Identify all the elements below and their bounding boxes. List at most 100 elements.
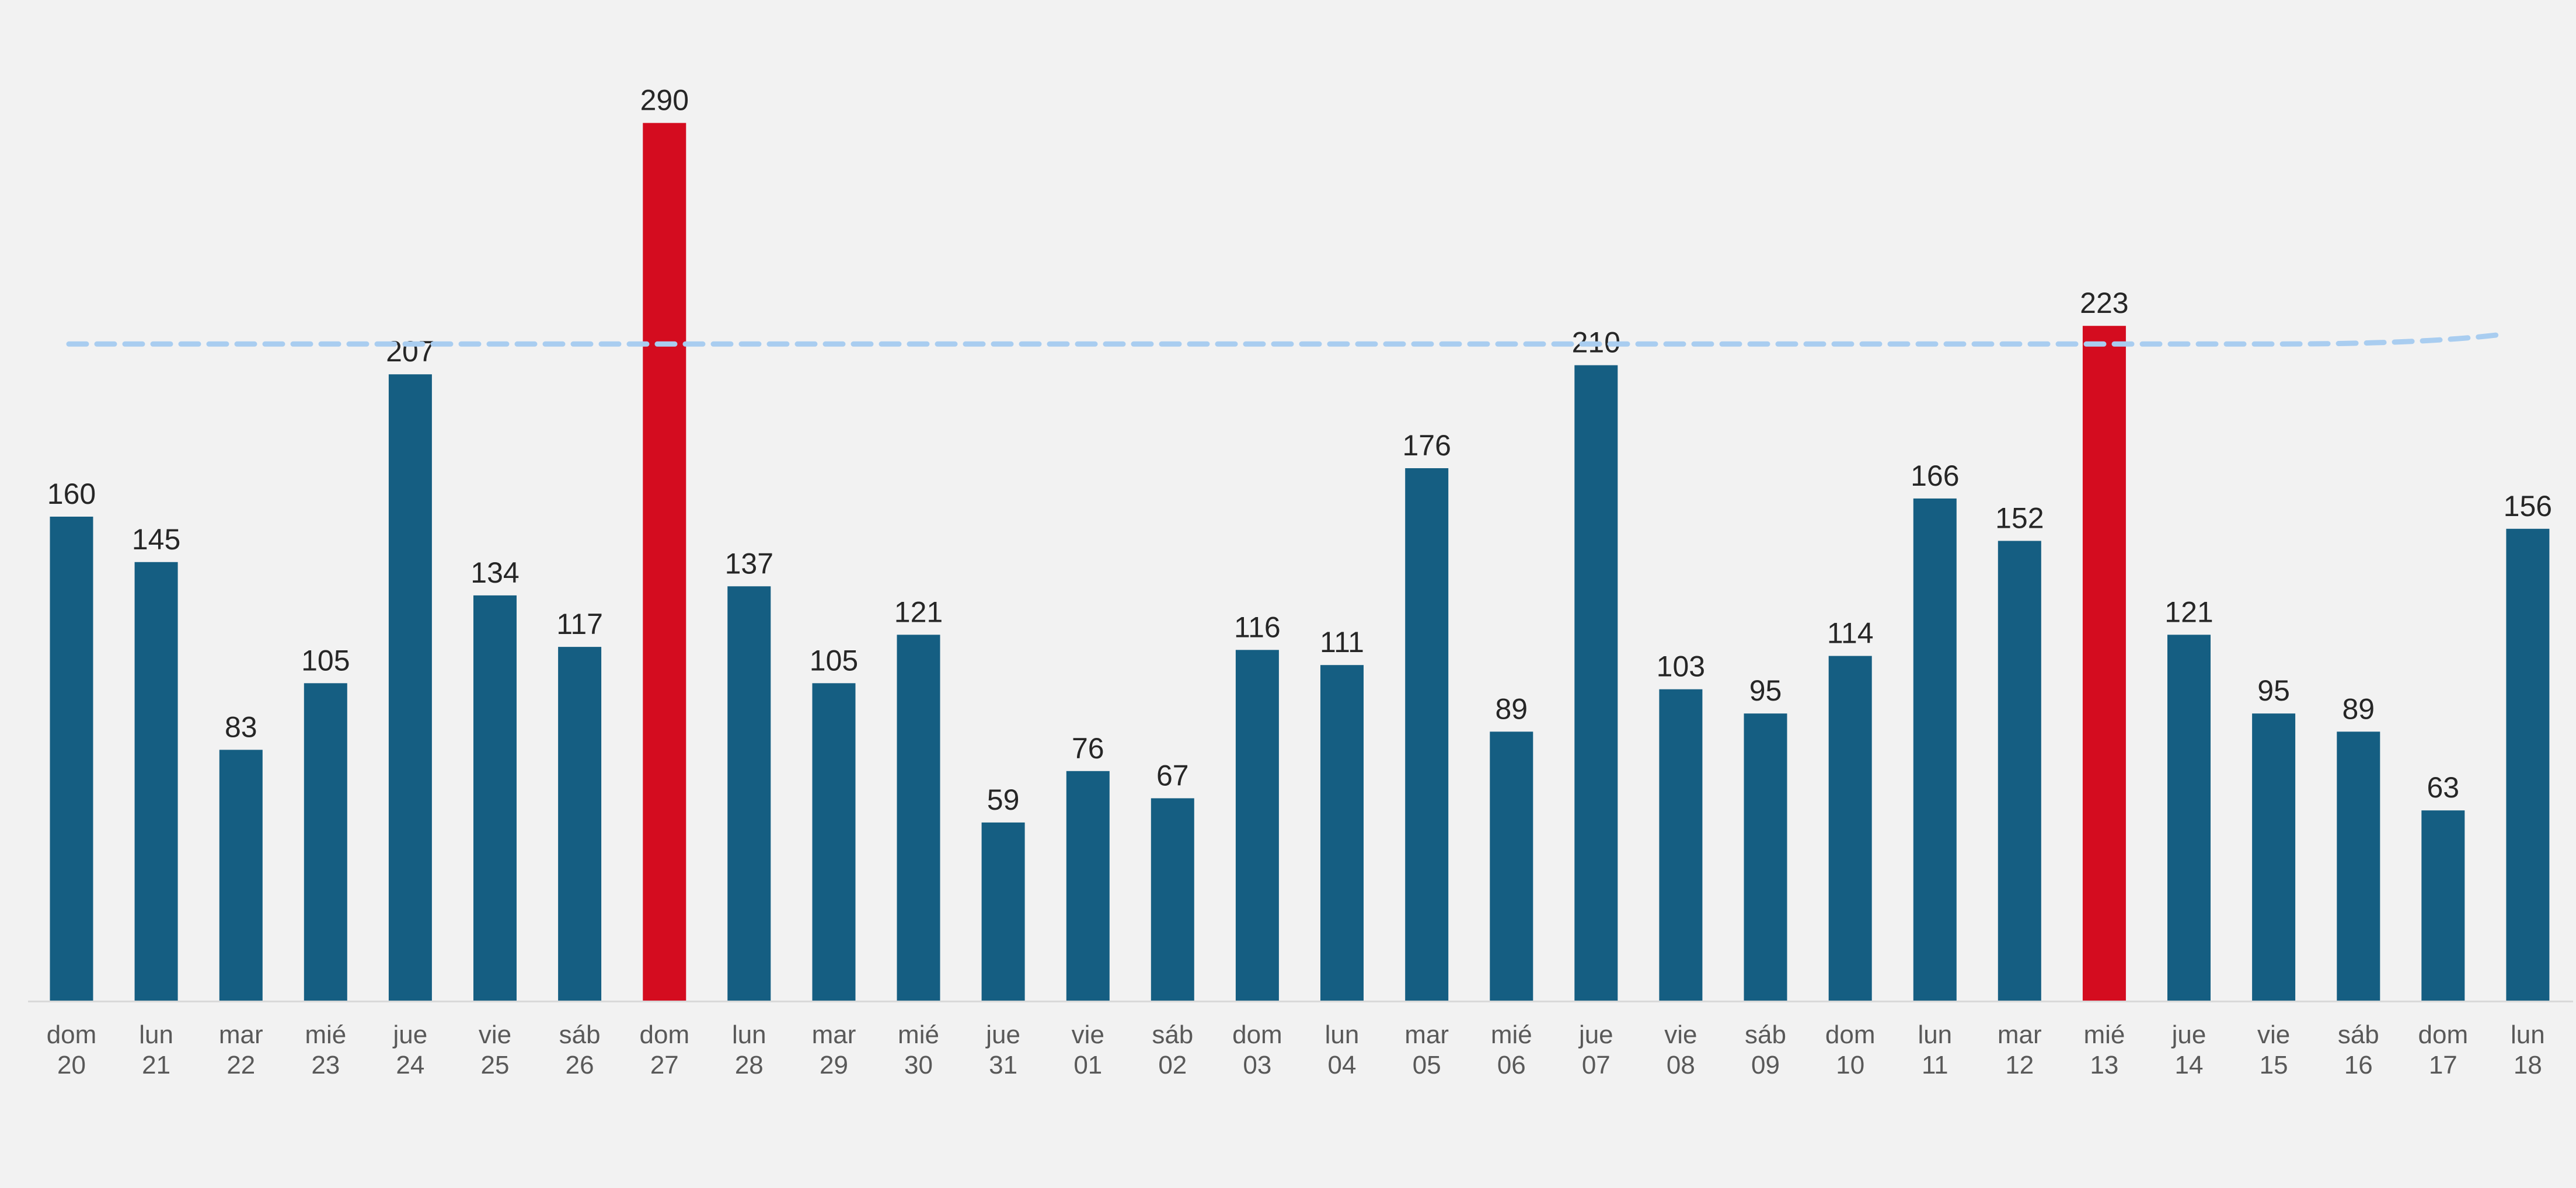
x-tick-day-21: dom bbox=[1825, 1020, 1876, 1049]
x-tick-date-9: 29 bbox=[820, 1051, 848, 1079]
data-label-1: 145 bbox=[132, 523, 180, 556]
x-tick-date-21: 10 bbox=[1836, 1051, 1864, 1079]
data-label-0: 160 bbox=[47, 478, 96, 510]
bar-29 bbox=[2506, 528, 2550, 1002]
x-tick-date-27: 16 bbox=[2344, 1051, 2373, 1079]
bar-6 bbox=[558, 647, 602, 1001]
data-label-17: 89 bbox=[1495, 692, 1528, 725]
x-tick-day-8: lun bbox=[732, 1020, 766, 1049]
bar-26 bbox=[2252, 713, 2296, 1001]
x-tick-date-28: 17 bbox=[2429, 1051, 2458, 1079]
x-tick-day-18: jue bbox=[1578, 1020, 1613, 1049]
x-tick-date-2: 22 bbox=[226, 1051, 255, 1079]
x-tick-date-25: 14 bbox=[2175, 1051, 2204, 1079]
x-tick-day-27: sáb bbox=[2338, 1020, 2379, 1049]
data-label-29: 156 bbox=[2504, 490, 2552, 522]
data-label-8: 137 bbox=[725, 547, 773, 580]
data-label-23: 152 bbox=[1995, 502, 2044, 535]
x-tick-day-11: jue bbox=[985, 1020, 1020, 1049]
x-tick-date-18: 07 bbox=[1582, 1051, 1611, 1079]
bar-2 bbox=[219, 750, 263, 1001]
bar-19 bbox=[1659, 689, 1703, 1001]
x-tick-date-20: 09 bbox=[1751, 1051, 1780, 1079]
x-tick-day-28: dom bbox=[2418, 1020, 2469, 1049]
bar-20 bbox=[1744, 713, 1787, 1001]
x-tick-day-0: dom bbox=[47, 1020, 97, 1049]
bar-15 bbox=[1320, 665, 1364, 1001]
data-label-26: 95 bbox=[2257, 674, 2290, 707]
x-tick-day-25: jue bbox=[2171, 1020, 2206, 1049]
x-tick-date-12: 01 bbox=[1073, 1051, 1102, 1079]
x-tick-day-6: sáb bbox=[559, 1020, 601, 1049]
x-tick-day-2: mar bbox=[219, 1020, 263, 1049]
x-tick-date-10: 30 bbox=[904, 1051, 933, 1079]
bar-12 bbox=[1066, 771, 1110, 1002]
x-tick-day-10: mié bbox=[898, 1020, 939, 1049]
x-tick-date-16: 05 bbox=[1413, 1051, 1441, 1079]
bar-24 bbox=[2082, 326, 2126, 1002]
x-tick-date-17: 06 bbox=[1497, 1051, 1526, 1079]
x-tick-date-7: 27 bbox=[650, 1051, 679, 1079]
x-tick-date-4: 24 bbox=[396, 1051, 424, 1079]
bar-28 bbox=[2421, 810, 2465, 1001]
data-label-12: 76 bbox=[1072, 732, 1104, 765]
x-tick-date-19: 08 bbox=[1667, 1051, 1695, 1079]
data-label-13: 67 bbox=[1156, 759, 1189, 792]
x-tick-day-9: mar bbox=[812, 1020, 856, 1049]
x-tick-day-12: vie bbox=[1072, 1020, 1104, 1049]
x-tick-date-0: 20 bbox=[57, 1051, 86, 1079]
x-tick-date-14: 03 bbox=[1243, 1051, 1271, 1079]
x-tick-day-13: sáb bbox=[1152, 1020, 1193, 1049]
x-tick-day-17: mié bbox=[1491, 1020, 1532, 1049]
bar-1 bbox=[134, 562, 178, 1001]
bar-27 bbox=[2337, 731, 2380, 1001]
x-tick-day-15: lun bbox=[1325, 1020, 1360, 1049]
x-tick-date-1: 21 bbox=[142, 1051, 170, 1079]
bar-14 bbox=[1235, 650, 1279, 1002]
x-tick-day-5: vie bbox=[479, 1020, 511, 1049]
data-label-3: 105 bbox=[301, 644, 350, 677]
bar-22 bbox=[1913, 498, 1957, 1001]
bar-7 bbox=[643, 123, 686, 1002]
bar-3 bbox=[304, 683, 347, 1001]
x-tick-day-4: jue bbox=[392, 1020, 428, 1049]
bar-21 bbox=[1828, 656, 1872, 1001]
x-tick-day-22: lun bbox=[1918, 1020, 1952, 1049]
data-label-19: 103 bbox=[1657, 650, 1705, 683]
x-tick-date-3: 23 bbox=[311, 1051, 340, 1079]
data-label-2: 83 bbox=[225, 710, 257, 743]
x-tick-date-26: 15 bbox=[2260, 1051, 2288, 1079]
x-tick-date-24: 13 bbox=[2090, 1051, 2118, 1079]
bar-18 bbox=[1574, 365, 1618, 1001]
x-tick-day-19: vie bbox=[1664, 1020, 1697, 1049]
data-label-24: 223 bbox=[2080, 287, 2128, 319]
bar-25 bbox=[2167, 635, 2211, 1001]
data-label-15: 111 bbox=[1320, 626, 1364, 659]
data-label-14: 116 bbox=[1234, 611, 1281, 643]
data-label-11: 59 bbox=[987, 783, 1020, 816]
data-label-22: 166 bbox=[1911, 459, 1959, 492]
bar-16 bbox=[1405, 468, 1449, 1001]
x-tick-day-14: dom bbox=[1232, 1020, 1282, 1049]
bar-17 bbox=[1490, 731, 1533, 1001]
x-tick-day-7: dom bbox=[640, 1020, 690, 1049]
x-tick-day-29: lun bbox=[2511, 1020, 2545, 1049]
x-tick-day-1: lun bbox=[139, 1020, 173, 1049]
x-tick-day-26: vie bbox=[2257, 1020, 2290, 1049]
data-label-9: 105 bbox=[810, 644, 858, 677]
bar-5 bbox=[473, 595, 517, 1001]
data-label-7: 290 bbox=[640, 84, 689, 117]
bar-13 bbox=[1151, 798, 1194, 1001]
data-label-4: 207 bbox=[386, 335, 434, 368]
data-label-10: 121 bbox=[894, 595, 943, 628]
trend-line bbox=[66, 332, 2500, 347]
x-tick-date-8: 28 bbox=[735, 1051, 764, 1079]
data-label-27: 89 bbox=[2342, 692, 2375, 725]
data-label-28: 63 bbox=[2427, 771, 2459, 804]
x-tick-date-13: 02 bbox=[1158, 1051, 1187, 1079]
data-label-25: 121 bbox=[2164, 595, 2213, 628]
x-tick-date-22: 11 bbox=[1922, 1051, 1948, 1079]
bar-0 bbox=[50, 517, 93, 1001]
